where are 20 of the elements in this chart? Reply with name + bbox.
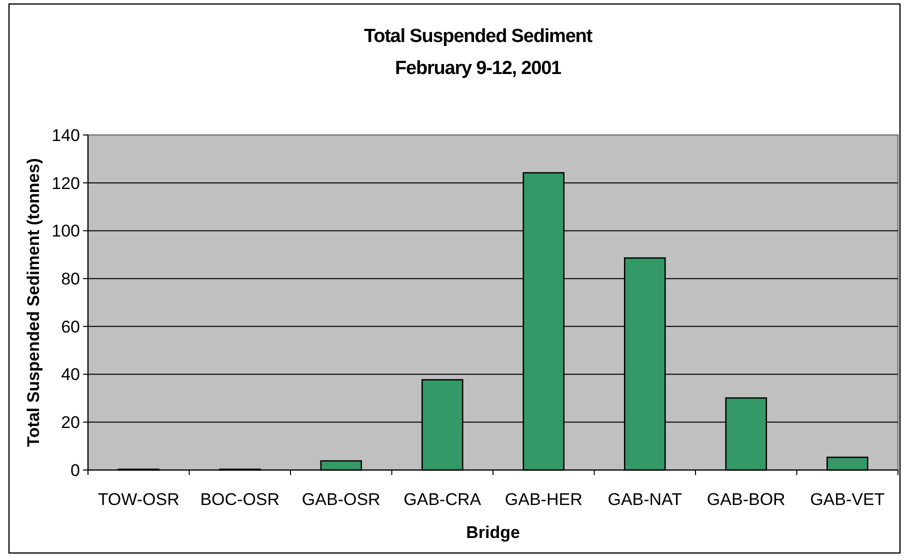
x-axis-title: Bridge xyxy=(466,523,520,542)
y-tick-label: 80 xyxy=(61,270,80,289)
y-tick-label: 20 xyxy=(61,413,80,432)
y-axis-title: Total Suspended Sediment (tonnes) xyxy=(24,158,43,447)
x-tick-label: GAB-HER xyxy=(504,490,582,509)
x-tick-label: GAB-NAT xyxy=(608,490,682,509)
x-tick-label: GAB-BOR xyxy=(706,490,786,509)
x-tick-label: TOW-OSR xyxy=(98,490,180,509)
chart-subtitle: February 9-12, 2001 xyxy=(394,58,562,79)
y-tick-label: 100 xyxy=(52,222,80,241)
chart-title: Total Suspended Sediment xyxy=(364,26,594,47)
x-tick-label: BOC-OSR xyxy=(200,490,280,509)
y-tick-label: 120 xyxy=(52,174,80,193)
y-tick-label: 60 xyxy=(61,317,80,336)
y-tick-label: 0 xyxy=(70,460,80,480)
x-tick-label: GAB-CRA xyxy=(404,490,482,509)
y-tick-label: 40 xyxy=(61,365,80,384)
x-tick-label: GAB-VET xyxy=(810,490,885,509)
x-tick-label: GAB-OSR xyxy=(302,490,380,509)
y-tick-label: 140 xyxy=(52,126,80,145)
